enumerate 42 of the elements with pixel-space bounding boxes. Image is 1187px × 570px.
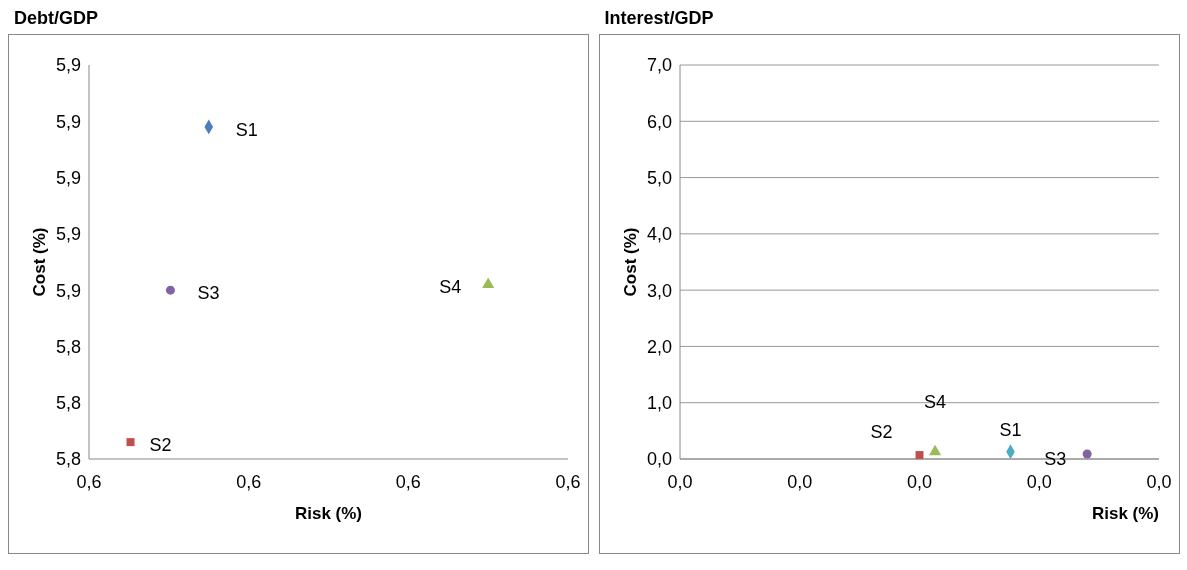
point xyxy=(482,277,495,289)
y-tick-label: 3,0 xyxy=(646,280,672,301)
y-tick-label: 1,0 xyxy=(646,393,672,414)
x-tick-label: 0,0 xyxy=(666,471,693,492)
y-tick-label: 5,9 xyxy=(55,224,81,245)
series-label: S2 xyxy=(869,421,893,442)
y-tick-label: 7,0 xyxy=(646,55,672,76)
x-tick-label: 0,0 xyxy=(906,471,932,492)
series-label: S3 xyxy=(197,282,220,303)
x-axis-title: Risk (%) xyxy=(294,504,363,523)
y-tick-label: 5,8 xyxy=(55,393,81,414)
series-label: S1 xyxy=(235,119,258,140)
series-label: S4 xyxy=(923,392,946,413)
y-tick-label: 5,0 xyxy=(646,167,672,188)
y-tick-label: 5,8 xyxy=(55,336,81,357)
x-tick-label: 0,6 xyxy=(76,471,102,492)
y-tick-label: 5,8 xyxy=(55,449,81,470)
x-axis-title: Risk (%) xyxy=(1091,504,1159,523)
series-label: S2 xyxy=(149,434,172,455)
y-tick-label: 5,9 xyxy=(55,280,81,301)
series-label: S4 xyxy=(439,277,462,298)
series-label: S1 xyxy=(998,420,1022,441)
y-tick-label: 5,9 xyxy=(55,55,81,76)
y-tick-label: 0,0 xyxy=(646,449,672,470)
point xyxy=(165,285,175,295)
x-tick-label: 0,6 xyxy=(395,471,421,492)
point xyxy=(126,438,135,447)
chart-title: Interest/GDP xyxy=(603,8,715,30)
x-tick-label: 0,0 xyxy=(1026,471,1052,492)
y-tick-label: 6,0 xyxy=(646,111,672,132)
y-tick-label: 5,9 xyxy=(55,111,81,132)
x-tick-label: 0,0 xyxy=(1145,471,1172,492)
x-tick-label: 0,0 xyxy=(786,471,812,492)
x-tick-label: 0,6 xyxy=(236,471,262,492)
y-tick-label: 2,0 xyxy=(646,336,672,357)
y-axis-title: Cost (%) xyxy=(30,227,50,297)
x-tick-label: 0,6 xyxy=(555,471,581,492)
chart-title: Debt/GDP xyxy=(13,8,99,30)
y-tick-label: 4,0 xyxy=(646,224,672,245)
y-axis-title: Cost (%) xyxy=(620,227,640,297)
y-tick-label: 5,9 xyxy=(55,167,81,188)
series-label: S3 xyxy=(1043,448,1066,469)
